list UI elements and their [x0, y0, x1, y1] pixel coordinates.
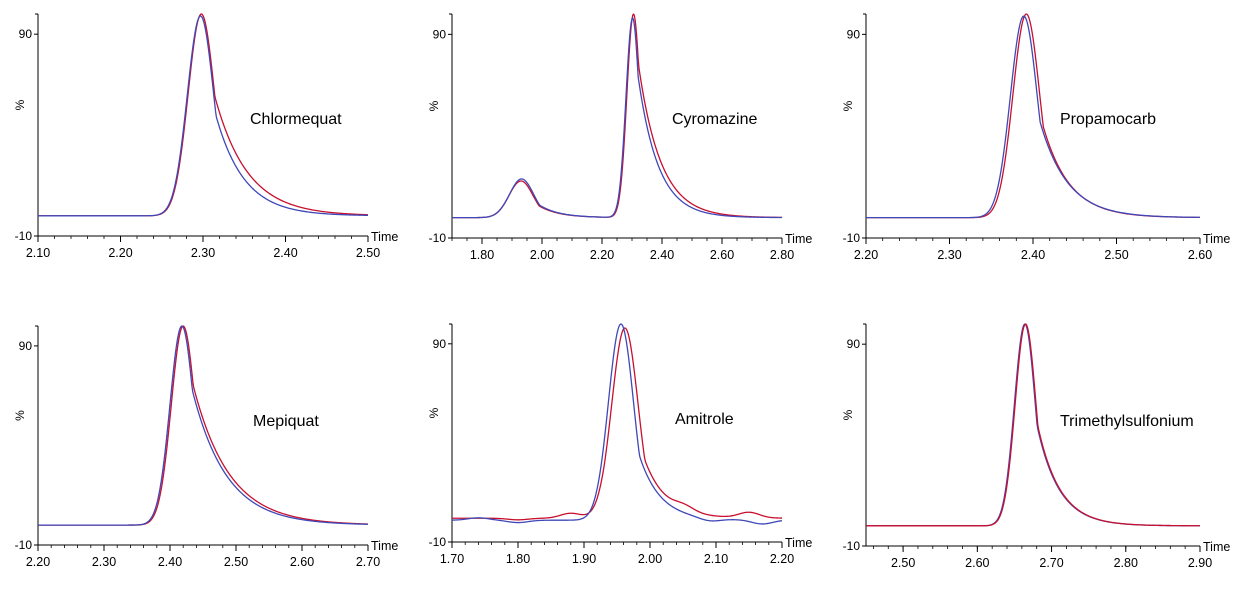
y-tick-label: 90 [433, 27, 447, 41]
x-axis-label: Time [785, 536, 812, 550]
y-tick-label: -10 [843, 231, 861, 245]
x-tick-label: 2.80 [1114, 556, 1138, 570]
x-axis-label: Time [1203, 540, 1230, 554]
y-axis-label: % [427, 100, 441, 111]
x-tick-label: 2.50 [891, 556, 915, 570]
x-tick-label: 2.40 [1021, 248, 1045, 262]
y-tick-label: -10 [429, 535, 447, 549]
y-tick-label: 90 [19, 27, 33, 41]
chart-panel-amitrole: 90 -10% 1.70 1.80 1.90 2.00 2.10 2.20 Time Amitro… [427, 323, 812, 566]
x-tick-label: 2.30 [191, 246, 215, 260]
x-tick-label: 2.70 [356, 555, 380, 569]
y-tick-label: -10 [15, 538, 33, 552]
x-tick-label: 2.20 [590, 248, 614, 262]
chart-panel-trimethylsulfonium: 90 -10% 2.50 2.60 2.70 2.80 2.90 Time Trimethyls… [841, 323, 1230, 570]
chart-panel-propamocarb: 90 -10% 2.20 2.30 2.40 2.50 2.60 Time Propamocar… [841, 13, 1230, 262]
x-axis-label: Time [1203, 232, 1230, 246]
x-tick-label: 2.70 [1039, 556, 1063, 570]
trace-series-2 [38, 325, 369, 526]
x-tick-label: 2.60 [290, 555, 314, 569]
x-tick-label: 1.80 [470, 248, 494, 262]
chart-panel-mepiquat: 90 -10% 2.20 2.30 2.40 2.50 2.60 2.70 Time Mepiqu… [13, 325, 398, 569]
x-tick-label: 2.40 [650, 248, 674, 262]
y-axis-label: % [841, 100, 855, 111]
x-tick-label: 2.00 [638, 552, 662, 566]
trace-series-1 [452, 327, 783, 521]
x-tick-label: 2.20 [854, 248, 878, 262]
trace-series-2 [451, 323, 783, 525]
x-tick-label: 2.10 [704, 552, 728, 566]
y-axis-label: % [13, 410, 27, 421]
y-tick-label: 90 [433, 337, 447, 351]
compound-label: Trimethylsulfonium [1060, 413, 1194, 430]
x-tick-label: 2.20 [26, 555, 50, 569]
chart-panel-chlormequat: 90 -10% 2.10 2.20 2.30 2.40 2.50 Time Chlormequa… [13, 13, 398, 260]
x-tick-label: 2.60 [710, 248, 734, 262]
compound-label: Chlormequat [250, 111, 342, 128]
y-axis-label: % [841, 409, 855, 420]
x-axis-label: Time [371, 230, 398, 244]
x-tick-label: 1.70 [440, 552, 464, 566]
trace-series-2 [38, 15, 369, 217]
chart-panel-cyromazine: 90 -10% 1.80 2.00 2.20 2.40 2.60 2.80 Time Cyroma… [427, 13, 812, 262]
x-axis-label: Time [785, 232, 812, 246]
x-tick-label: 2.40 [273, 246, 297, 260]
y-tick-label: -10 [15, 229, 33, 243]
x-tick-label: 2.60 [965, 556, 989, 570]
y-axis-label: % [427, 407, 441, 418]
y-tick-label: 90 [19, 339, 33, 353]
compound-label: Propamocarb [1060, 111, 1156, 128]
compound-label: Amitrole [675, 411, 734, 428]
y-axis-label: % [13, 99, 27, 110]
x-tick-label: 2.80 [770, 248, 794, 262]
x-tick-label: 2.20 [108, 246, 132, 260]
x-tick-label: 2.30 [92, 555, 116, 569]
y-tick-label: -10 [429, 231, 447, 245]
trace-series-2 [866, 323, 1201, 527]
x-tick-label: 1.80 [506, 552, 530, 566]
x-tick-label: 2.10 [26, 246, 50, 260]
trace-series-2 [866, 15, 1201, 219]
compound-label: Cyromazine [672, 111, 757, 128]
compound-label: Mepiquat [253, 413, 319, 430]
x-tick-label: 1.90 [572, 552, 596, 566]
x-tick-label: 2.50 [224, 555, 248, 569]
x-tick-label: 2.50 [356, 246, 380, 260]
x-tick-label: 2.40 [158, 555, 182, 569]
x-tick-label: 2.60 [1188, 248, 1212, 262]
x-axis-label: Time [371, 539, 398, 553]
y-tick-label: 90 [847, 27, 861, 41]
trace-series-2 [452, 17, 782, 219]
x-tick-label: 2.50 [1104, 248, 1128, 262]
x-tick-label: 2.20 [770, 552, 794, 566]
x-tick-label: 2.30 [937, 248, 961, 262]
y-tick-label: 90 [847, 337, 861, 351]
x-tick-label: 2.90 [1188, 556, 1212, 570]
x-tick-label: 2.00 [530, 248, 554, 262]
y-tick-label: -10 [843, 539, 861, 553]
